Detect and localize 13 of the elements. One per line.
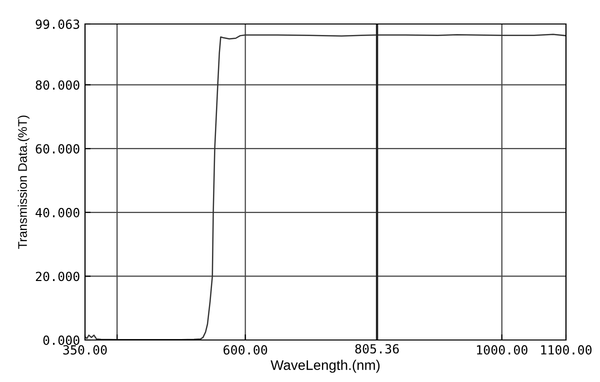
y-tick-label: 40.000 — [36, 208, 80, 218]
x-tick-label: 600.00 — [224, 345, 268, 355]
y-tick-label: 20.000 — [36, 272, 80, 282]
x-axis-title: WaveLength.(nm) — [270, 360, 380, 373]
y-tick-label: 60.000 — [36, 144, 80, 154]
y-tick-label: 0.000 — [43, 336, 80, 345]
y-axis-title: Transmission Data.(%T) — [18, 116, 30, 249]
ref-line-label: 805.36 — [355, 344, 399, 354]
x-tick-label: 350.00 — [63, 345, 107, 355]
x-tick-label: 1100.00 — [541, 345, 592, 355]
x-tick-label: 1000.00 — [477, 345, 528, 355]
y-tick-label: 99.063 — [36, 20, 80, 29]
y-tick-label: 80.000 — [36, 80, 80, 90]
